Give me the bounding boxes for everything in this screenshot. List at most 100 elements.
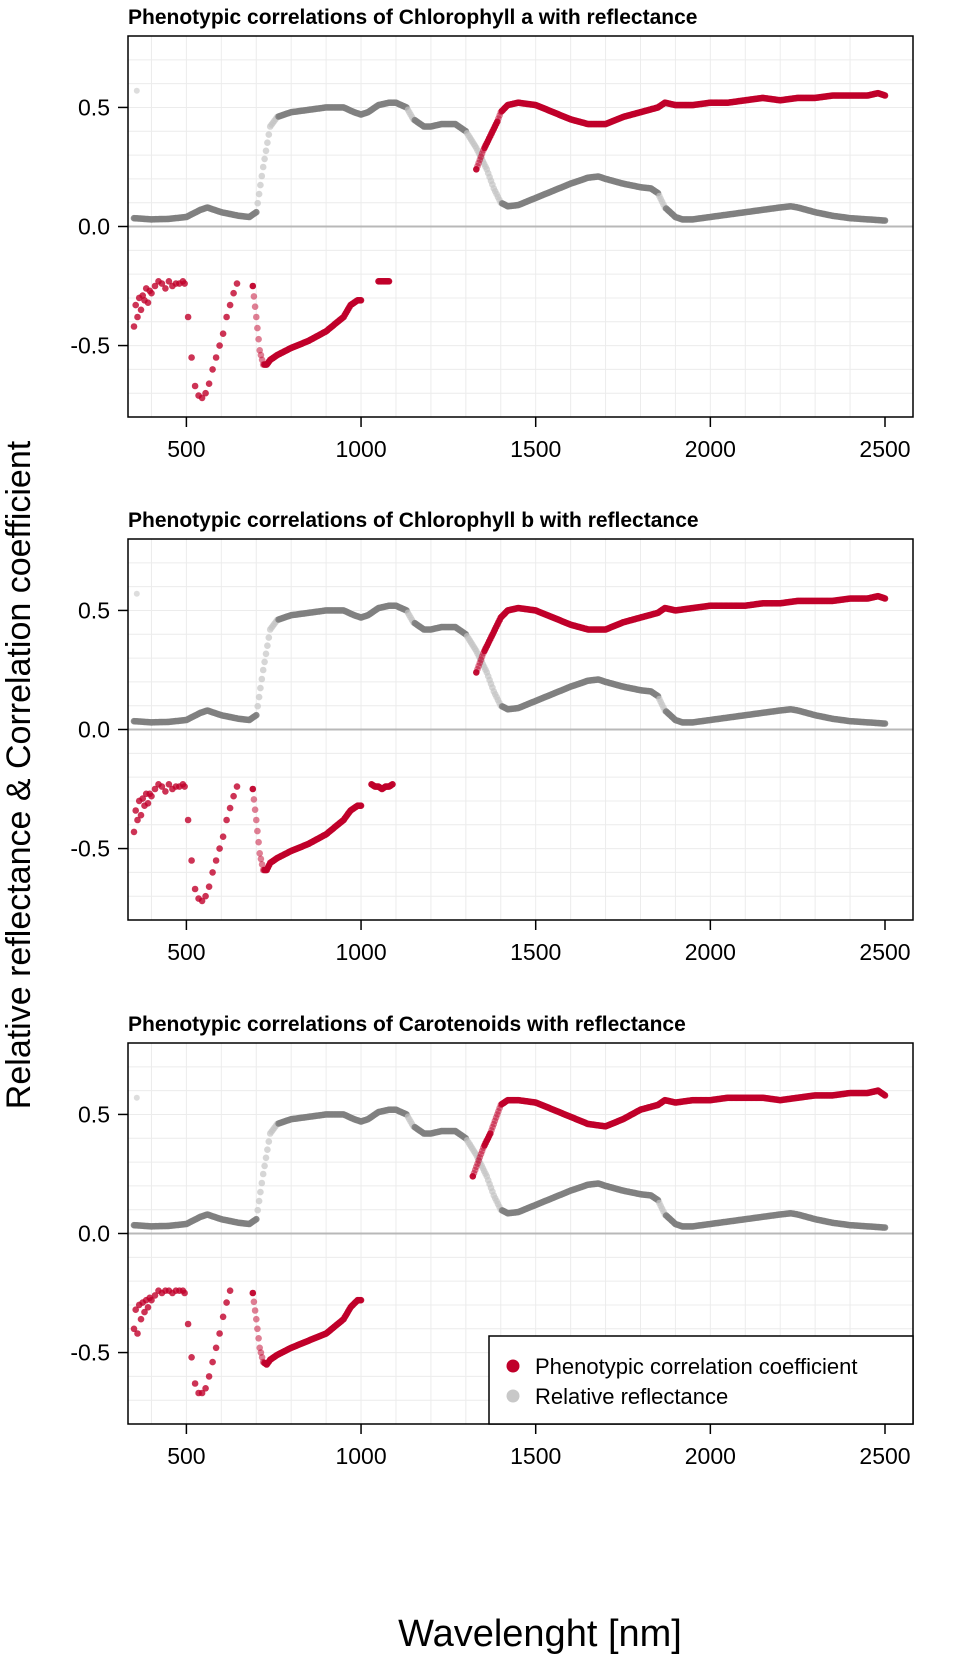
x-tick-label: 2000 xyxy=(685,436,736,462)
x-tick-label: 1000 xyxy=(335,1443,386,1469)
correlation-point xyxy=(212,354,220,361)
x-tick-label: 500 xyxy=(167,436,205,462)
correlation-point xyxy=(249,282,257,290)
correlation-point xyxy=(216,1330,223,1337)
correlation-point xyxy=(257,855,265,863)
correlation-point xyxy=(226,1287,234,1294)
y-tick-label: -0.5 xyxy=(70,1340,110,1366)
correlation-point xyxy=(137,811,145,819)
correlation-point xyxy=(249,785,257,793)
legend-label: Phenotypic correlation coefficient xyxy=(535,1354,857,1379)
correlation-point xyxy=(144,1304,152,1311)
reflectance-point xyxy=(257,684,264,692)
reflectance-series xyxy=(130,1094,889,1231)
x-tick-label: 2500 xyxy=(859,436,910,462)
correlation-point xyxy=(357,297,365,304)
correlation-point xyxy=(188,1354,195,1361)
reflectance-series xyxy=(130,590,889,727)
correlation-point xyxy=(158,783,166,790)
correlation-point xyxy=(233,280,241,287)
reflectance-point xyxy=(252,1215,260,1223)
correlation-point xyxy=(252,816,260,824)
correlation-point xyxy=(255,335,262,343)
reflectance-point xyxy=(257,1188,264,1196)
correlation-point xyxy=(198,897,206,905)
correlation-point xyxy=(202,892,209,900)
correlation-point xyxy=(202,389,209,397)
correlation-point xyxy=(252,1315,260,1323)
correlation-point xyxy=(137,1315,145,1323)
correlation-point xyxy=(230,792,237,800)
reflectance-point xyxy=(261,1162,268,1170)
correlation-point xyxy=(254,827,261,835)
legend: Phenotypic correlation coefficient Relati… xyxy=(488,1335,914,1425)
reflectance-point xyxy=(259,163,267,171)
correlation-point xyxy=(181,280,188,287)
correlation-series xyxy=(130,89,889,402)
correlation-point xyxy=(256,850,264,857)
correlation-point xyxy=(130,1325,138,1333)
reflectance-point xyxy=(265,131,273,138)
correlation-point xyxy=(198,1389,206,1397)
correlation-point xyxy=(148,1296,155,1304)
correlation-point xyxy=(385,278,393,285)
legend-label: Relative reflectance xyxy=(535,1384,728,1409)
correlation-point xyxy=(881,92,889,99)
correlation-point xyxy=(132,807,139,814)
correlation-point xyxy=(188,354,195,361)
reflectance-point xyxy=(261,155,268,163)
correlation-point xyxy=(233,783,241,790)
correlation-point xyxy=(184,1320,192,1328)
correlation-point xyxy=(219,330,227,338)
correlation-point xyxy=(191,382,199,390)
correlation-point xyxy=(357,802,365,809)
correlation-point xyxy=(151,282,159,290)
y-tick-label: 0.5 xyxy=(78,94,110,120)
correlation-point xyxy=(258,861,266,868)
correlation-point xyxy=(255,838,262,846)
reflectance-point xyxy=(255,190,263,198)
correlation-point xyxy=(162,285,169,292)
correlation-point xyxy=(148,289,155,297)
reflectance-point xyxy=(254,1206,261,1214)
correlation-point xyxy=(251,303,259,311)
reflectance-point xyxy=(252,711,260,719)
legend-marker xyxy=(506,1389,520,1403)
y-tick-label: 0.0 xyxy=(78,717,110,743)
chart-title: Phenotypic correlations of Chlorophyll b… xyxy=(128,509,699,532)
x-tick-label: 1500 xyxy=(510,1443,561,1469)
reflectance-point xyxy=(257,181,264,189)
x-tick-label: 1500 xyxy=(510,436,561,462)
x-tick-label: 2000 xyxy=(685,1443,736,1469)
correlation-point xyxy=(205,1373,213,1380)
reflectance-point xyxy=(262,147,270,155)
correlation-point xyxy=(181,783,188,790)
reflectance-point xyxy=(258,1179,266,1187)
correlation-point xyxy=(132,1306,139,1313)
reflectance-point xyxy=(255,693,263,701)
correlation-point xyxy=(205,883,213,890)
reflectance-point xyxy=(133,87,140,94)
correlation-point xyxy=(881,595,889,602)
reflectance-point xyxy=(262,650,270,658)
correlation-point xyxy=(250,1298,258,1306)
reflectance-point xyxy=(254,199,261,207)
x-axis-label: Wavelenght [nm] xyxy=(398,1613,682,1655)
correlation-point xyxy=(148,792,155,800)
panel-3: Phenotypic correlations of Carotenoids w… xyxy=(70,1013,914,1469)
x-tick-label: 500 xyxy=(167,1443,205,1469)
x-tick-label: 2500 xyxy=(859,939,910,965)
correlation-point xyxy=(223,1299,230,1306)
correlation-point xyxy=(357,1296,365,1304)
x-tick-label: 1500 xyxy=(510,939,561,965)
reflectance-point xyxy=(881,217,889,224)
correlation-point xyxy=(184,313,192,321)
correlation-point xyxy=(212,857,220,864)
y-tick-label: 0.0 xyxy=(78,214,110,240)
correlation-series xyxy=(130,592,889,905)
correlation-point xyxy=(144,299,152,307)
reflectance-point xyxy=(265,634,273,641)
correlation-point xyxy=(198,394,206,402)
x-tick-label: 1000 xyxy=(335,939,386,965)
correlation-point xyxy=(188,857,195,864)
